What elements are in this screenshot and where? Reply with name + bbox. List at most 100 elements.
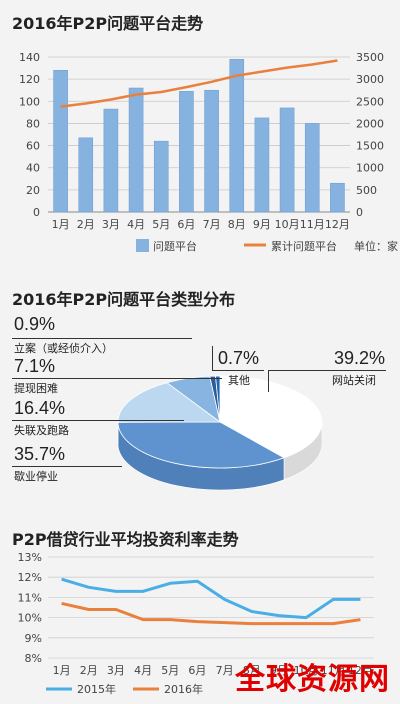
bar: [53, 70, 68, 213]
label-line-lian: [12, 338, 192, 339]
y-left-tick: 120: [19, 73, 40, 86]
label-line-wangzhan: [268, 370, 386, 371]
rate-line-2016: [61, 601, 361, 626]
pie-slice-0: [219, 375, 323, 459]
y-right-tick: 1000: [356, 162, 384, 175]
y-right-tick: 2500: [356, 95, 384, 108]
chart1-section: 2016年P2P问题平台走势 0 20 40 60 80 100 120 140 0 500 100…: [0, 0, 400, 270]
bar: [304, 123, 320, 213]
x-tick: 9月: [253, 218, 271, 231]
bar: [330, 182, 345, 213]
x-tick: 1月: [52, 218, 70, 231]
label-line-xieye: [12, 466, 122, 467]
label-name-shilian: 失联及跑路: [14, 424, 69, 437]
legend-line-label: 累计问题平台: [271, 239, 337, 253]
chart2-svg: [117, 375, 323, 491]
x-tick: 11月: [300, 218, 325, 231]
x-tick: 7月: [216, 664, 234, 677]
x-tick: 4月: [127, 218, 145, 231]
label-pct-xieye: 35.7%: [14, 444, 66, 464]
legend-2015-label: 2015年: [77, 682, 116, 696]
chart1-svg: 0 20 40 60 80 100 120 140 0 500 1000 1500 2000 2500 30…: [19, 51, 398, 253]
y-tick: 12%: [18, 571, 42, 584]
y-tick: 10%: [18, 612, 42, 625]
bar: [229, 58, 245, 213]
pie-slice-1: [117, 421, 285, 469]
y-left-tick: 140: [19, 51, 40, 64]
label-line-shilian: [12, 420, 184, 421]
x-tick: 3月: [102, 218, 120, 231]
label-pct-wangzhan: 39.2%: [334, 348, 386, 368]
label-pct-shilian: 16.4%: [14, 398, 66, 418]
y-right-tick: 3500: [356, 51, 384, 64]
legend-bar-label: 问题平台: [153, 239, 197, 253]
x-tick: 6月: [188, 664, 206, 677]
x-tick: 4月: [134, 664, 152, 677]
x-tick: 8月: [243, 664, 261, 677]
x-tick: 1月: [53, 664, 71, 677]
chart3-section: P2P借贷行业平均投资利率走势 8% 9% 10% 11% 12% 13% 1月 2月 3月 4月…: [0, 510, 400, 704]
x-tick: 6月: [177, 218, 195, 231]
y-tick: 11%: [18, 591, 42, 604]
x-tick: 10月: [294, 664, 319, 677]
y-tick: 13%: [18, 551, 42, 564]
label-vline-wangzhan: [268, 370, 269, 392]
bar: [103, 108, 119, 213]
label-line-tixian: [12, 378, 222, 379]
bar: [204, 89, 219, 213]
unit-label: 单位：家: [354, 239, 398, 253]
y-left-tick: 0: [33, 206, 40, 219]
pie-slice-5: [215, 375, 221, 423]
y-left-tick: 80: [26, 117, 40, 130]
x-tick: 9月: [270, 664, 288, 677]
bar: [78, 137, 94, 213]
x-tick: 10月: [275, 218, 300, 231]
y-left-tick: 40: [26, 162, 40, 175]
x-tick: 5月: [161, 664, 179, 677]
bar: [254, 117, 270, 213]
y-right-tick: 0: [356, 206, 363, 219]
x-tick: 5月: [152, 218, 170, 231]
y-right-tick: 2000: [356, 117, 384, 130]
bar: [128, 87, 144, 213]
y-left-tick: 20: [26, 184, 40, 197]
y-left-tick: 100: [19, 95, 40, 108]
rate-line-2015: [61, 577, 361, 620]
bar: [279, 107, 295, 213]
label-name-xieye: 歇业停业: [14, 470, 58, 483]
bar: [179, 91, 194, 213]
pie-slice-2: [117, 382, 222, 423]
bar: [153, 140, 169, 213]
x-tick: 11月: [321, 664, 346, 677]
label-name-qita: 其他: [228, 374, 250, 387]
y-right-tick: 500: [356, 184, 377, 197]
x-tick: 12月: [348, 664, 373, 677]
label-pct-tixian: 7.1%: [14, 356, 56, 376]
label-line-qita: [212, 370, 264, 371]
watermark: 全球资源网: [235, 662, 390, 697]
legend-bar-swatch: [136, 239, 149, 252]
label-name-lian: 立案（或经侦介入）: [14, 342, 113, 355]
y-right-tick: 3000: [356, 73, 384, 86]
chart3-svg: 8% 9% 10% 11% 12% 13% 1月 2月 3月 4月 5月 6月 7月 8月 9月 10月 11月…: [18, 551, 374, 696]
cumulative-line: [60, 59, 338, 108]
y-tick: 8%: [25, 652, 42, 665]
label-name-wangzhan: 网站关闭: [332, 374, 376, 387]
x-tick: 2月: [77, 218, 95, 231]
y-right-tick: 1500: [356, 140, 384, 153]
x-tick: 12月: [325, 218, 350, 231]
chart3-title: P2P借贷行业平均投资利率走势: [12, 530, 239, 549]
chart1-title: 2016年P2P问题平台走势: [12, 14, 204, 33]
x-tick: 2月: [80, 664, 98, 677]
label-name-tixian: 提现困难: [14, 382, 58, 395]
x-tick: 7月: [203, 218, 221, 231]
label-pct-lian: 0.9%: [14, 314, 56, 334]
legend-2016-label: 2016年: [164, 682, 203, 696]
label-pct-qita: 0.7%: [218, 348, 260, 368]
x-tick: 3月: [107, 664, 125, 677]
chart2-section: 2016年P2P问题平台类型分布 0.9% 立案（或经侦介入） 7.1% 提现困…: [0, 270, 400, 510]
label-vline-qita: [212, 346, 213, 370]
x-tick: 8月: [228, 218, 246, 231]
y-tick: 9%: [25, 632, 42, 645]
chart2-title: 2016年P2P问题平台类型分布: [12, 290, 236, 309]
